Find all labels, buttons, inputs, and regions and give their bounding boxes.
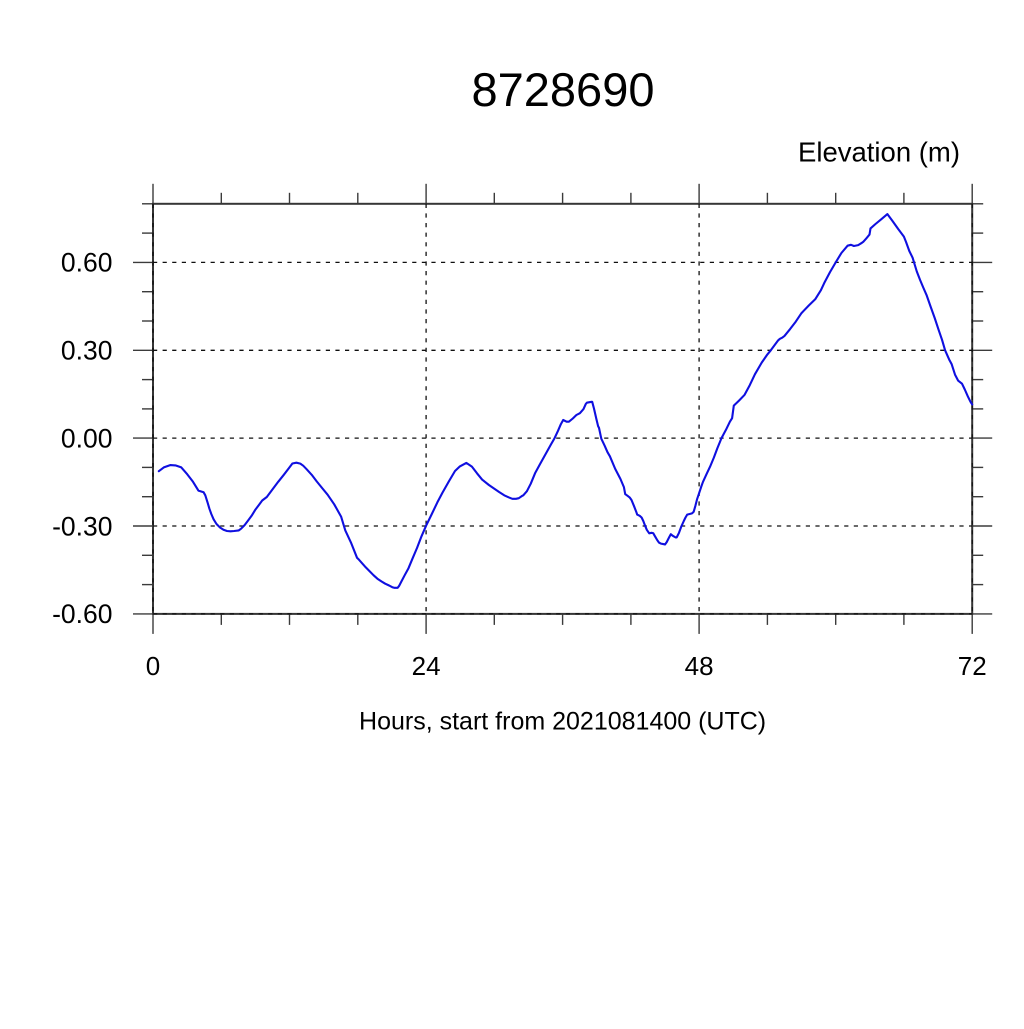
- svg-text:0.60: 0.60: [61, 248, 113, 278]
- svg-text:24: 24: [412, 651, 441, 681]
- svg-text:0: 0: [146, 651, 160, 681]
- svg-text:72: 72: [958, 651, 987, 681]
- svg-text:-0.60: -0.60: [52, 599, 112, 629]
- svg-text:-0.30: -0.30: [52, 511, 112, 541]
- svg-text:Hours, start from 2021081400 (: Hours, start from 2021081400 (UTC): [359, 708, 766, 736]
- svg-text:0.00: 0.00: [61, 423, 113, 453]
- svg-text:0.30: 0.30: [61, 336, 113, 366]
- svg-text:48: 48: [685, 651, 714, 681]
- svg-text:Elevation (m): Elevation (m): [798, 137, 960, 168]
- svg-text:8728690: 8728690: [472, 63, 655, 116]
